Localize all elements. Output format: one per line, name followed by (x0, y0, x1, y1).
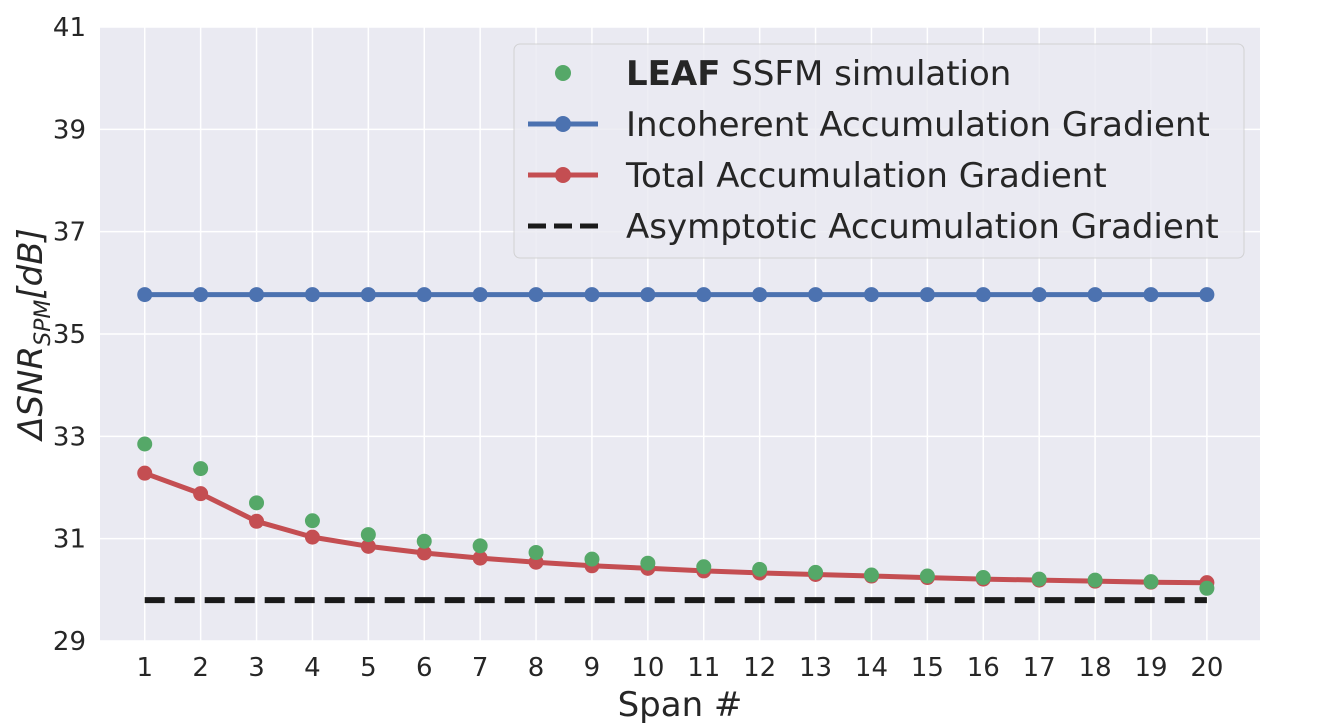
x-tick-label: 19 (1134, 653, 1167, 683)
point-incoherent-accumulation-gradient (528, 287, 544, 303)
x-tick-label: 13 (799, 653, 832, 683)
x-tick-label: 15 (911, 653, 944, 683)
point-ssfm-simulation (193, 461, 209, 477)
point-incoherent-accumulation-gradient (472, 287, 488, 303)
legend-label-ssfm-rest: SSFM simulation (731, 54, 1011, 94)
y-axis-label-subscript: SPM (31, 300, 56, 346)
point-ssfm-simulation (137, 436, 153, 452)
x-tick-label: 5 (360, 653, 377, 683)
x-axis-label: Span # (618, 685, 743, 725)
point-ssfm-simulation (416, 533, 432, 549)
point-ssfm-simulation (304, 513, 320, 529)
y-tick-label: 39 (53, 115, 86, 145)
point-incoherent-accumulation-gradient (863, 287, 879, 303)
point-incoherent-accumulation-gradient (416, 287, 432, 303)
legend-label-total: Total Accumulation Gradient (625, 156, 1107, 196)
legend-label-incoherent: Incoherent Accumulation Gradient (626, 105, 1210, 145)
legend-label-ssfm: LEAF SSFM simulation (626, 54, 1011, 94)
point-total-accumulation-gradient (416, 545, 432, 561)
point-ssfm-simulation (1143, 574, 1159, 590)
legend-marker-total (555, 167, 571, 183)
point-incoherent-accumulation-gradient (304, 287, 320, 303)
point-ssfm-simulation (863, 567, 879, 583)
point-ssfm-simulation (919, 568, 935, 584)
x-tick-label: 20 (1190, 653, 1223, 683)
y-tick-label: 35 (53, 320, 86, 350)
point-total-accumulation-gradient (472, 550, 488, 566)
y-tick-label: 41 (53, 13, 86, 43)
point-total-accumulation-gradient (249, 513, 265, 529)
point-ssfm-simulation (472, 538, 488, 554)
point-incoherent-accumulation-gradient (696, 287, 712, 303)
legend-marker-ssfm (555, 65, 571, 81)
point-ssfm-simulation (1031, 571, 1047, 587)
point-incoherent-accumulation-gradient (1199, 287, 1215, 303)
point-incoherent-accumulation-gradient (975, 287, 991, 303)
series-incoherent-accumulation-gradient (137, 287, 1215, 303)
point-incoherent-accumulation-gradient (808, 287, 824, 303)
legend-label-ssfm-bold: LEAF (626, 54, 720, 94)
y-axis-label-main: ΔSNR (11, 346, 51, 443)
x-tick-label: 2 (192, 653, 209, 683)
x-tick-labels: 1 2 3 4 5 6 7 8 9 10 11 12 13 14 15 16 17 18 19 20 (136, 653, 1223, 683)
point-ssfm-simulation (1087, 572, 1103, 588)
point-ssfm-simulation (752, 561, 768, 577)
legend-box (513, 43, 1245, 259)
x-tick-label: 11 (687, 653, 720, 683)
x-tick-label: 8 (528, 653, 545, 683)
x-tick-label: 18 (1079, 653, 1112, 683)
y-axis-label: ΔSNRSPM[dB] (11, 228, 56, 443)
y-tick-label: 37 (53, 218, 86, 248)
point-total-accumulation-gradient (193, 486, 209, 502)
point-ssfm-simulation (528, 544, 544, 560)
point-incoherent-accumulation-gradient (249, 287, 265, 303)
legend-marker-incoherent (555, 116, 571, 132)
x-tick-label: 6 (416, 653, 433, 683)
series-layer (137, 287, 1215, 604)
point-ssfm-simulation (1199, 580, 1215, 596)
point-ssfm-simulation (696, 559, 712, 575)
point-incoherent-accumulation-gradient (640, 287, 656, 303)
y-tick-label: 29 (53, 627, 86, 657)
y-axis-label-unit: [dB] (11, 228, 51, 299)
x-tick-label: 1 (136, 653, 153, 683)
point-incoherent-accumulation-gradient (360, 287, 376, 303)
point-ssfm-simulation (640, 555, 656, 571)
x-tick-label: 16 (967, 653, 1000, 683)
x-tick-label: 14 (855, 653, 888, 683)
x-tick-label: 10 (631, 653, 664, 683)
point-incoherent-accumulation-gradient (137, 287, 153, 303)
x-tick-label: 7 (472, 653, 489, 683)
point-incoherent-accumulation-gradient (1143, 287, 1159, 303)
y-tick-labels: 29 31 33 35 37 39 41 (53, 13, 86, 657)
x-tick-label: 9 (584, 653, 601, 683)
y-tick-label: 31 (53, 525, 86, 555)
series-ssfm-simulation (137, 436, 1215, 596)
x-tick-label: 3 (248, 653, 265, 683)
point-incoherent-accumulation-gradient (1031, 287, 1047, 303)
point-ssfm-simulation (808, 564, 824, 580)
point-total-accumulation-gradient (137, 465, 153, 481)
point-incoherent-accumulation-gradient (584, 287, 600, 303)
point-incoherent-accumulation-gradient (919, 287, 935, 303)
point-total-accumulation-gradient (304, 529, 320, 545)
point-incoherent-accumulation-gradient (752, 287, 768, 303)
point-incoherent-accumulation-gradient (1087, 287, 1103, 303)
point-ssfm-simulation (584, 551, 600, 567)
point-ssfm-simulation (975, 570, 991, 586)
line-total-accumulation-gradient (143, 470, 1207, 586)
legend-label-asymptotic: Asymptotic Accumulation Gradient (626, 207, 1219, 247)
point-total-accumulation-gradient (360, 538, 376, 554)
point-incoherent-accumulation-gradient (193, 287, 209, 303)
x-tick-label: 17 (1023, 653, 1056, 683)
point-ssfm-simulation (249, 495, 265, 511)
point-ssfm-simulation (360, 527, 376, 543)
legend: LEAF SSFM simulation Incoherent Accumula… (513, 43, 1245, 259)
x-tick-label: 4 (304, 653, 321, 683)
x-tick-label: 12 (743, 653, 776, 683)
y-tick-label: 33 (53, 422, 86, 452)
